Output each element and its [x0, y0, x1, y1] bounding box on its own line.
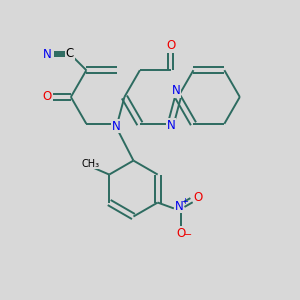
Text: CH₃: CH₃ — [81, 159, 99, 169]
Text: N: N — [175, 200, 184, 213]
Text: +: + — [181, 197, 188, 206]
Text: N: N — [111, 120, 120, 133]
Text: O: O — [194, 191, 202, 204]
Text: N: N — [172, 84, 181, 97]
Text: O: O — [166, 39, 176, 52]
Text: O: O — [177, 227, 186, 240]
Text: N: N — [43, 47, 52, 61]
Text: O: O — [42, 91, 51, 103]
Text: −: − — [184, 230, 192, 240]
Text: N: N — [167, 119, 175, 132]
Text: C: C — [66, 46, 74, 60]
